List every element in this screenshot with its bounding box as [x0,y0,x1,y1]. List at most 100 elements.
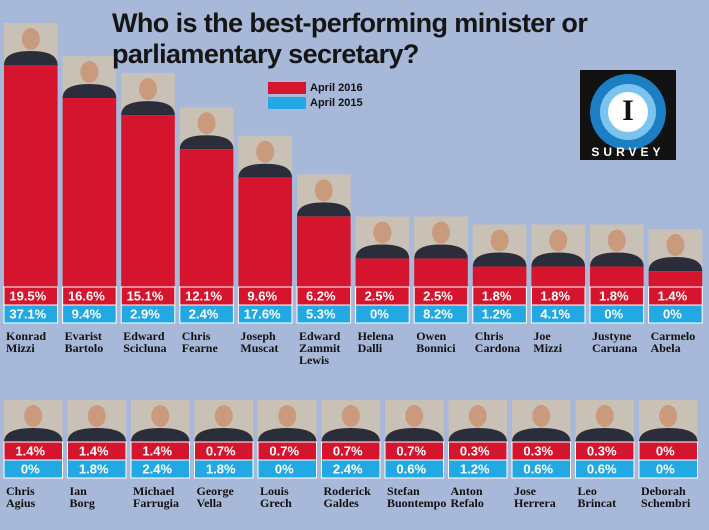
value-label: 0% [275,461,294,476]
person-name: Michael Farrugia [133,484,179,510]
person-name: Stefan Buontempo [387,484,447,510]
portrait-placeholder [4,23,58,65]
value-label: 1.8% [540,288,570,303]
logo-caption: SURVEY [591,145,664,159]
portrait-head [659,405,678,427]
person-name: Roderick Galdes [323,484,371,510]
comparison-box [511,459,571,479]
person-name: Carmelo Abela [650,329,696,355]
legend-label: April 2016 [310,82,363,94]
value-label: 1.8% [79,461,109,476]
portrait-head [405,405,424,427]
person-name: Helena Dalli [357,329,394,355]
portrait-head [595,405,614,427]
comparison-box [530,304,586,324]
portrait-shoulders [385,428,444,442]
portrait-head [341,405,360,427]
value-label: 1.2% [460,461,490,476]
legend-label: April 2015 [310,97,363,109]
value-label: 0.7% [206,443,236,458]
value-label: 1.4% [15,443,45,458]
comparison-box [257,459,317,479]
portrait-placeholder [355,216,410,259]
person-name: Joseph Muscat [240,329,279,355]
portrait-shoulders [321,428,380,442]
portrait-placeholder [4,400,63,442]
person-name: Chris Fearne [181,329,218,355]
portrait-shoulders [472,252,527,267]
value-label: 0% [370,306,389,321]
comparison-box [120,304,176,324]
value-label: 0% [21,461,40,476]
person-name: Jose Herrera [514,484,556,510]
comparison-box [575,459,635,479]
bar [67,442,126,460]
portrait-head [151,405,170,427]
value-label: 0.7% [396,443,426,458]
portrait-head [197,112,216,135]
portrait-placeholder [512,400,571,442]
value-label: 0.6% [396,461,426,476]
portrait-head [214,405,233,427]
person-name: Deborah Schembri [641,484,691,510]
portrait-placeholder [639,400,698,442]
value-label: 8.2% [423,306,453,321]
value-label: 15.1% [127,288,164,303]
portrait-head [256,140,275,163]
value-label: 2.4% [142,461,172,476]
comparison-box [237,304,293,324]
bar [121,115,175,305]
bar [472,266,527,305]
value-label: 0.3% [523,443,553,458]
bar [531,266,585,305]
bar [575,442,634,460]
portrait-head [278,405,297,427]
comparison-box [448,459,508,479]
person-name: George Vella [196,484,234,510]
portrait-shoulders [4,51,58,65]
comparison-box [384,459,444,479]
portrait-placeholder [531,224,585,267]
value-label: 0.6% [523,461,553,476]
comparison-box [589,304,645,324]
value-label: 1.8% [599,288,629,303]
portrait-shoulders [131,428,190,442]
portrait-head [468,405,487,427]
person-name: Louis Grech [260,484,292,510]
portrait-placeholder [321,400,380,442]
comparison-box [3,459,63,479]
value-label: 1.4% [658,288,688,303]
comparison-box [62,304,117,324]
portrait-head [666,234,685,257]
portrait-shoulders [121,101,175,116]
value-label: 5.3% [306,306,336,321]
portrait-placeholder [131,400,190,442]
bar [179,149,234,305]
comparison-box [648,304,703,324]
portrait-placeholder [648,229,703,272]
portrait-placeholder [385,400,444,442]
bar [590,266,644,305]
legend-swatch [268,82,306,94]
bar [297,216,351,305]
portrait-shoulders [238,163,292,178]
person-name: Ian Borg [69,484,95,510]
bar [385,442,444,460]
bar [639,442,698,460]
value-label: 0.3% [460,443,490,458]
person-name: Joe Mizzi [533,329,563,355]
person-name: Konrad Mizzi [6,329,47,355]
comparison-box [638,459,698,479]
value-label: 2.4% [333,461,363,476]
value-label: 37.1% [9,306,46,321]
portrait-placeholder [297,174,351,217]
portrait-shoulders [4,428,63,442]
person-name: Leo Brincat [577,484,617,510]
person-name: Chris Agius [6,484,36,510]
value-label: 2.5% [423,288,453,303]
portrait-placeholder [62,56,117,99]
bar [131,442,190,460]
comparison-box [413,304,469,324]
portrait-placeholder [194,400,253,442]
bar [194,442,253,460]
